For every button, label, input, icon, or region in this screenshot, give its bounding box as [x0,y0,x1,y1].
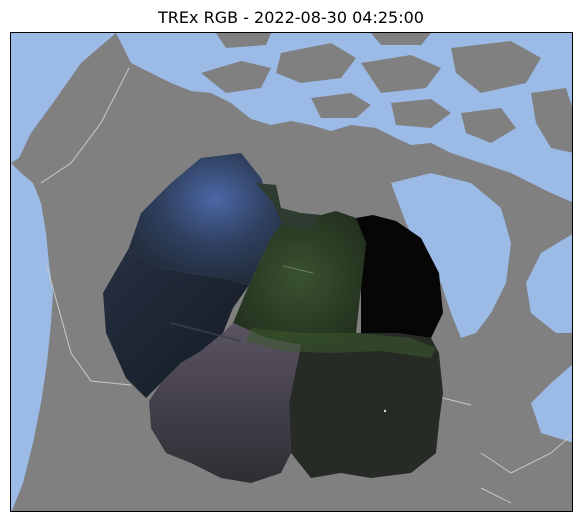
star-point [383,409,387,413]
map-canvas [11,33,572,511]
pacific-coast-water [11,163,53,511]
mosaic-sw-imager [103,248,249,398]
cloud-streak [170,322,242,342]
aurora-band [246,328,436,358]
mosaic-center-imager [233,211,366,345]
mosaic-east-imager [356,215,443,338]
mosaic-se-imager [289,333,443,478]
mosaic-south-imager [149,323,301,483]
arctic-islands [201,33,572,153]
asi-mosaic [103,153,443,483]
labrador-sea [526,234,572,333]
atlantic-east [531,364,572,443]
mosaic-north-tile [256,183,321,229]
hudson-bay [391,173,511,338]
mosaic-nw-imager [129,153,286,285]
pacific-ocean [11,33,116,163]
meteor-streak [282,265,314,274]
map-title: TREx RGB - 2022-08-30 04:25:00 [158,8,424,27]
map-panel [10,32,573,512]
